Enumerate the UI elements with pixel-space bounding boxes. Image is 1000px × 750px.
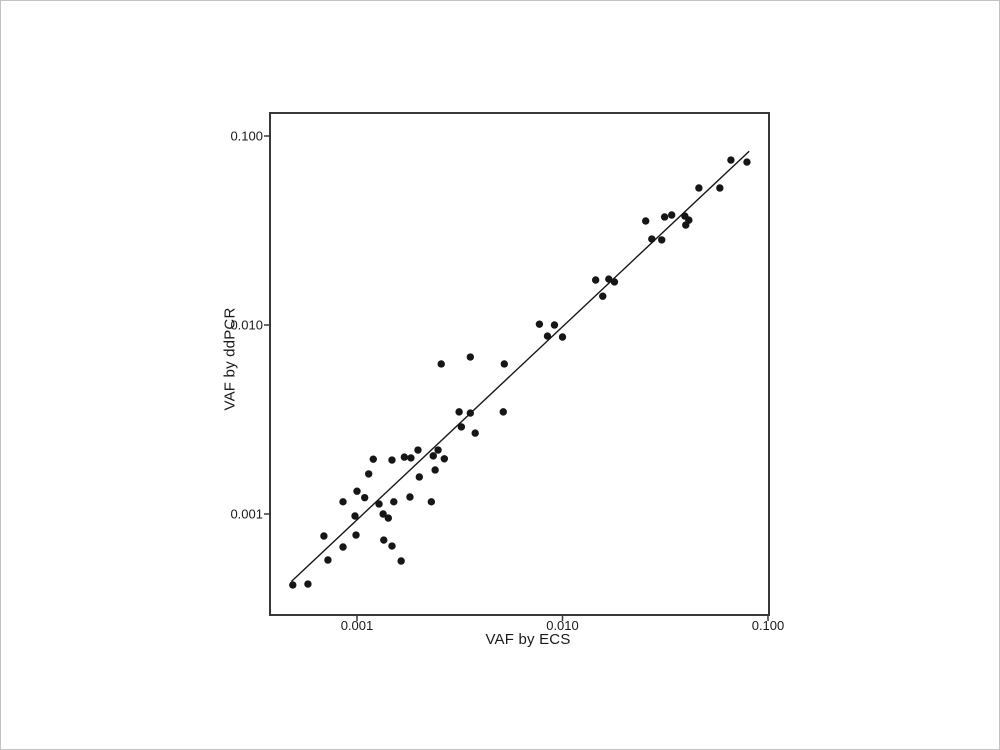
data-point bbox=[605, 275, 613, 283]
data-point bbox=[339, 543, 347, 551]
data-point bbox=[466, 353, 475, 361]
data-point bbox=[440, 455, 449, 463]
x-tick-label: 0.100 bbox=[752, 618, 785, 633]
data-point bbox=[500, 360, 509, 368]
data-point bbox=[457, 423, 466, 431]
data-point bbox=[388, 456, 396, 464]
data-point bbox=[682, 221, 690, 229]
data-point bbox=[727, 156, 735, 164]
data-point bbox=[407, 454, 415, 462]
data-point bbox=[320, 532, 328, 540]
y-axis-title: VAF by ddPCR bbox=[221, 307, 239, 411]
data-point bbox=[351, 512, 359, 520]
data-point bbox=[429, 452, 437, 460]
data-point bbox=[390, 498, 398, 506]
data-point bbox=[668, 211, 676, 219]
data-point bbox=[535, 320, 544, 328]
data-point bbox=[353, 487, 361, 495]
data-point bbox=[543, 332, 552, 340]
data-point bbox=[369, 455, 377, 463]
x-axis-title: VAF by ECS bbox=[485, 631, 571, 648]
data-point bbox=[289, 581, 297, 589]
data-point bbox=[743, 158, 751, 166]
data-point bbox=[599, 292, 607, 300]
data-point bbox=[364, 470, 373, 478]
data-point bbox=[558, 333, 567, 341]
data-point bbox=[379, 510, 387, 518]
data-point bbox=[406, 493, 414, 501]
data-point bbox=[591, 276, 600, 284]
plot-panel-border bbox=[269, 112, 770, 616]
data-point bbox=[360, 493, 369, 502]
data-point bbox=[414, 446, 422, 454]
data-point bbox=[660, 213, 669, 221]
y-tick-label: 0.001 bbox=[230, 507, 263, 522]
data-point bbox=[427, 498, 436, 506]
data-point bbox=[400, 453, 409, 461]
data-point bbox=[339, 498, 347, 506]
y-tick-label: 0.010 bbox=[230, 318, 263, 333]
data-point bbox=[610, 278, 619, 286]
data-point bbox=[324, 556, 332, 564]
data-point bbox=[658, 236, 666, 244]
data-point bbox=[388, 542, 396, 550]
data-point bbox=[471, 429, 479, 437]
data-point bbox=[695, 184, 703, 192]
y-tick-label: 0.100 bbox=[230, 129, 263, 144]
data-point bbox=[716, 184, 724, 192]
data-point bbox=[352, 531, 360, 539]
data-point bbox=[431, 466, 439, 474]
data-point bbox=[437, 360, 445, 368]
data-point bbox=[499, 408, 507, 416]
data-point bbox=[434, 446, 442, 454]
data-point bbox=[375, 500, 383, 508]
data-point bbox=[415, 473, 424, 481]
x-tick-label: 0.001 bbox=[341, 618, 374, 633]
data-point bbox=[384, 514, 392, 522]
data-point bbox=[455, 408, 463, 416]
data-point bbox=[550, 321, 559, 329]
fit-line bbox=[291, 150, 750, 582]
data-point bbox=[648, 235, 656, 243]
data-point bbox=[466, 409, 475, 417]
x-tick-label: 0.010 bbox=[546, 618, 579, 633]
data-point bbox=[380, 536, 388, 544]
data-point bbox=[304, 580, 312, 588]
data-point bbox=[397, 557, 405, 565]
data-point bbox=[641, 217, 650, 225]
